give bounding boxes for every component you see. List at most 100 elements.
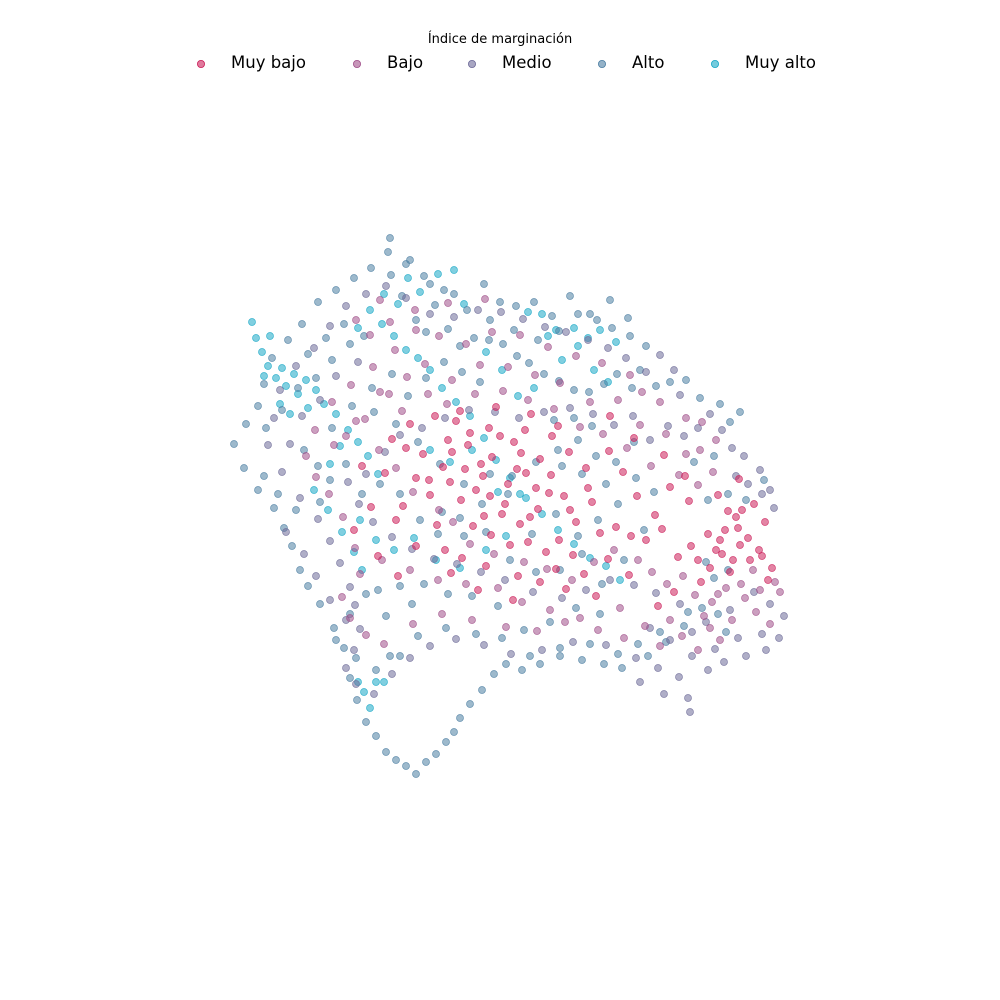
data-point [691,591,699,599]
data-point [296,566,304,574]
data-point [490,550,498,558]
data-point [764,576,772,584]
data-point [531,371,539,379]
data-point [507,650,515,658]
data-point [600,660,608,668]
data-point [394,572,402,580]
data-point [316,498,324,506]
data-point [375,446,383,454]
data-point [712,546,720,554]
data-point [390,546,398,554]
data-point [498,634,506,642]
data-point [596,326,604,334]
data-point [268,354,276,362]
data-point [442,624,450,632]
data-point [326,596,334,604]
data-point [288,542,296,550]
data-point [566,292,574,300]
data-point [478,686,486,694]
data-point [632,654,640,662]
data-point [456,514,464,522]
data-point [584,336,592,344]
data-point [610,546,618,554]
data-point [372,678,380,686]
data-point [426,280,434,288]
data-point [376,480,384,488]
data-point [698,418,706,426]
legend-entry-muy-bajo: Muy bajo [196,53,306,72]
data-point [676,391,684,399]
data-point [392,420,400,428]
data-point [663,580,671,588]
data-point [278,364,286,372]
data-point [404,274,412,282]
data-point [302,376,310,384]
data-point [362,590,370,598]
data-point [444,436,452,444]
data-point [612,458,620,466]
data-point [432,750,440,758]
data-point [403,373,411,381]
data-point [682,450,690,458]
data-point [605,447,613,455]
data-point [628,384,636,392]
data-point [762,646,770,654]
series-muy-alto [248,266,624,712]
data-point [518,666,526,674]
data-point [634,640,642,648]
data-point [290,370,298,378]
data-point [270,414,278,422]
data-point [344,478,352,486]
data-point [374,470,382,478]
data-point [768,564,776,572]
data-point [544,343,552,351]
data-point [385,390,393,398]
data-point [604,555,612,563]
data-point [726,418,734,426]
data-point [592,592,600,600]
data-point [576,423,584,431]
data-point [496,298,504,306]
data-point [711,645,719,653]
data-point [388,670,396,678]
data-point [721,526,729,534]
data-point [368,384,376,392]
data-point [524,396,532,404]
data-point [346,674,354,682]
data-point [606,296,614,304]
data-point [626,332,634,340]
data-point [752,608,760,616]
data-point [260,472,268,480]
data-point [670,588,678,596]
data-point [472,630,480,638]
data-point [729,556,737,564]
data-point [626,371,634,379]
data-point [474,586,482,594]
data-point [670,366,678,374]
data-point [656,351,664,359]
legend-entry-alto: Alto [598,53,664,72]
data-point [516,490,524,498]
data-point [550,416,558,424]
legend-marker [196,60,205,69]
data-point [706,410,714,418]
data-point [409,488,417,496]
data-point [509,596,517,604]
data-point [422,328,430,336]
data-point [697,578,705,586]
data-point [569,551,577,559]
data-point [351,544,359,552]
data-point [435,506,443,514]
data-point [311,426,319,434]
data-point [570,386,578,394]
data-point [656,642,664,650]
data-point [704,496,712,504]
data-point [468,446,476,454]
data-point [254,486,262,494]
data-point [648,568,656,576]
data-point [524,308,532,316]
data-point [332,636,340,644]
data-point [642,368,650,376]
data-point [434,270,442,278]
data-point [538,646,546,654]
